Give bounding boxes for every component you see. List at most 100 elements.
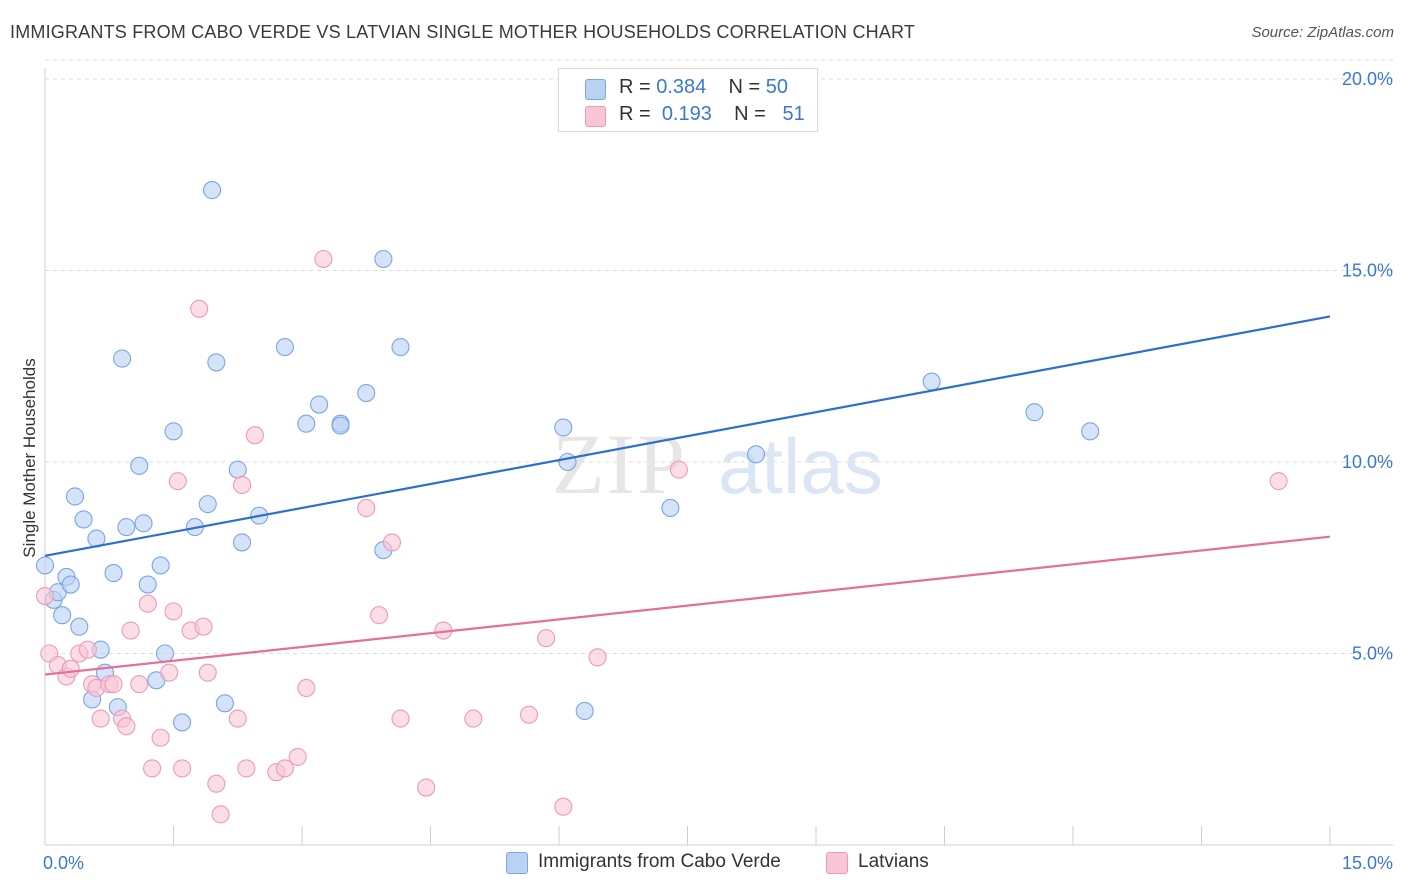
tick-labels: 5.0% 10.0% 15.0% 20.0% [1342, 69, 1393, 664]
cabo-verde-point [1025, 403, 1044, 422]
latvian-point [228, 709, 247, 728]
legend-n-value: 50 [765, 76, 789, 98]
cabo-verde-point [74, 510, 93, 529]
legend-n-value: 51 [782, 103, 805, 125]
cabo-verde-point [104, 564, 123, 583]
y-tick-label: 20.0% [1342, 69, 1393, 89]
cabo-verde-point [558, 452, 577, 472]
latvian-point [143, 759, 162, 778]
latvian-point [554, 797, 573, 816]
latvian-point [537, 629, 556, 648]
latvian-point [297, 678, 316, 698]
cabo-verde-point [151, 556, 170, 575]
latvian-point [211, 805, 230, 824]
bottom-legend-label: Latvians [858, 851, 929, 872]
latvian-point [164, 602, 183, 621]
x-tick-label-left: 0.0% [43, 853, 84, 873]
y-tick-label: 5.0% [1352, 644, 1393, 664]
cabo-verde-point [130, 456, 149, 475]
cabo-verde-point [203, 181, 222, 200]
cabo-verde-point [922, 372, 941, 391]
cabo-verde-point [207, 353, 226, 372]
latvian-point [173, 759, 192, 778]
legend-n-label: N = [734, 103, 766, 125]
latvian-point [198, 663, 217, 682]
latvian-point [78, 640, 97, 659]
cabo-verde-point [70, 617, 89, 636]
latvian-point [237, 759, 256, 778]
cabo-verde-point [331, 416, 350, 435]
cabo-verde-point [61, 575, 80, 594]
legend-swatch-pink [585, 106, 606, 127]
latvian-point [391, 709, 410, 728]
cabo-verde-point [391, 338, 410, 357]
grid-layer [45, 59, 1393, 654]
latvian-point [588, 648, 607, 667]
cabo-verde-point [357, 384, 376, 403]
bottom-legend-swatch-blue [506, 852, 528, 874]
cabo-verde-point [65, 487, 85, 506]
latvian-point [104, 675, 123, 694]
cabo-verde-point [661, 498, 680, 518]
latvian-point [61, 659, 80, 678]
cabo-verde-point [35, 556, 55, 575]
latvian-point [138, 594, 157, 613]
watermark-atlas: atlas [718, 422, 883, 510]
latvian-point [288, 747, 307, 766]
latvian-point [160, 663, 179, 682]
trend-layer [44, 315, 1331, 676]
source-label: Source: ZipAtlas.com [1251, 24, 1394, 41]
cabo-verde-point [297, 414, 316, 433]
cabo-verde-point [215, 694, 234, 713]
latvian-point [464, 709, 483, 728]
cabo-verde-point [275, 338, 294, 357]
latvian-point [168, 472, 187, 491]
cabo-verde-point [1081, 422, 1100, 441]
bottom-legend-swatch-pink [826, 852, 848, 874]
latvian-point [314, 249, 333, 269]
cabo-verde-point [575, 701, 594, 721]
y-tick-label: 10.0% [1342, 452, 1393, 472]
cabo-verde-trend-line [44, 315, 1331, 557]
cabo-verde-point [228, 460, 247, 479]
cabo-verde-point [117, 518, 136, 537]
legend-r-value: 0.384 [656, 76, 707, 98]
cabo-verde-point [310, 395, 329, 414]
cabo-verde-point [374, 249, 393, 269]
y-tick-label: 15.0% [1342, 261, 1393, 281]
latvian-point [669, 460, 688, 479]
legend-n-label: N = [728, 76, 761, 98]
latvian-point [370, 606, 389, 625]
latvian-point [357, 498, 376, 518]
latvian-point [382, 533, 402, 552]
legend-r-label: R = [619, 103, 651, 125]
cabo-verde-point [198, 495, 217, 514]
cabo-verde-point [113, 349, 132, 368]
cabo-verde-point [164, 422, 183, 441]
cabo-verde-point [554, 418, 573, 437]
cabo-verde-point [138, 575, 157, 594]
latvian-point [417, 778, 436, 797]
latvian-point [275, 759, 294, 778]
legend: R = 0.384 N = 50 R = 0.193 N = 51 [558, 68, 818, 132]
cabo-verde-point [173, 713, 192, 732]
latvian-point [190, 299, 209, 318]
latvian-point [151, 728, 170, 747]
latvian-trend-line [44, 535, 1331, 676]
latvian-point [207, 774, 226, 793]
latvian-point [35, 586, 55, 606]
latvian-point [130, 675, 149, 694]
cabo-verde-point [155, 644, 174, 663]
legend-r-value: 0.193 [661, 103, 712, 125]
bottom-legend-label: Immigrants from Cabo Verde [538, 851, 781, 872]
chart-title: IMMIGRANTS FROM CABO VERDE VS LATVIAN SI… [10, 22, 916, 42]
axis-layer [44, 68, 1393, 846]
latvian-point [232, 475, 252, 495]
cabo-verde-point [53, 606, 72, 625]
latvian-point [245, 426, 264, 445]
cabo-verde-point [746, 445, 766, 464]
points-layer [35, 181, 1288, 824]
latvian-point [117, 717, 136, 736]
legend-r-label: R = [619, 76, 651, 98]
